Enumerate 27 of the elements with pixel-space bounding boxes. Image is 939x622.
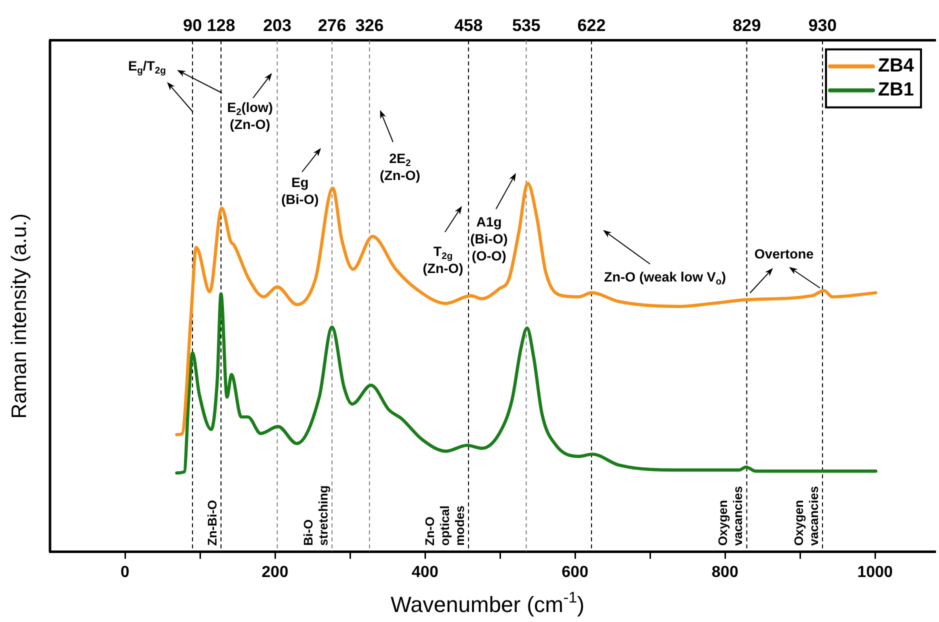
annotation: Eg (Bi-O) — [281, 175, 319, 208]
x2-tick-label: 203 — [263, 16, 292, 35]
x-tick-label: 400 — [412, 564, 438, 581]
x-tick-label: 0 — [120, 564, 130, 581]
x-tick-label: 600 — [562, 564, 588, 581]
ref-line-label: Oxygen vacancies — [792, 486, 821, 546]
x-tick-label: 1000 — [857, 564, 893, 581]
ref-line-label: Zn-O optical modes — [422, 505, 467, 546]
x2-tick-label: 535 — [512, 16, 540, 35]
ref-line-label: Zn-Bi-O — [205, 500, 220, 546]
legend-label: ZB1 — [878, 80, 914, 101]
x2-tick-label: 90 — [183, 16, 202, 35]
x2-tick-label: 930 — [808, 16, 837, 35]
x2-tick-label: 276 — [318, 16, 346, 35]
y-axis-title: Raman intensity (a.u.) — [8, 213, 31, 419]
x2-tick-label: 128 — [206, 16, 236, 35]
x-tick-label: 200 — [262, 564, 288, 581]
annotation: Overtone — [754, 246, 814, 262]
legend-label: ZB4 — [878, 56, 914, 77]
ref-line-label: Bi-O stretching — [301, 485, 330, 546]
x2-tick-label: 326 — [355, 16, 384, 35]
x-tick-label: 800 — [712, 564, 738, 581]
ref-line-label: Oxygen vacancies — [716, 486, 746, 546]
annotation: A1g (Bi-O) (O-O) — [470, 214, 508, 264]
x2-tick-label: 622 — [577, 16, 606, 35]
x2-tick-label: 458 — [454, 16, 483, 35]
x2-tick-label: 829 — [732, 16, 761, 35]
